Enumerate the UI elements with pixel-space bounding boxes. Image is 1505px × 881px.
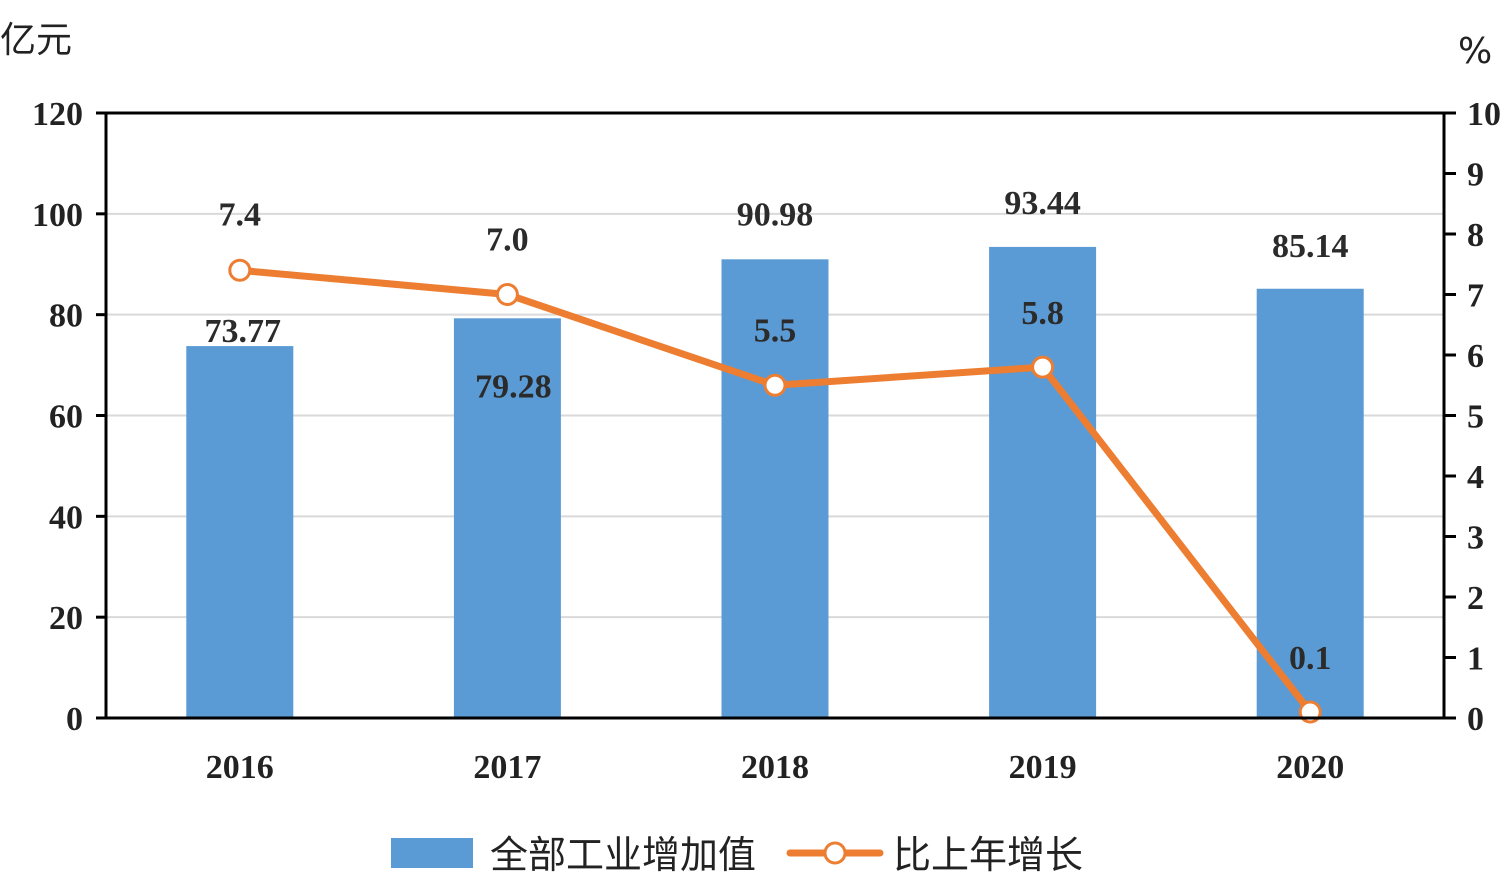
bar-2019: [989, 246, 1097, 718]
bar-value-label: 90.98: [737, 196, 814, 233]
right-tick-label: 5: [1467, 399, 1484, 436]
right-tick-label: 7: [1467, 278, 1484, 315]
growth-point-2016: [228, 258, 252, 282]
left-axis-unit: 亿元: [0, 20, 72, 61]
axes: 0 20 40 60 80 100 120 0 1 2 3 4 5 6 7 8 9 10 2016 2017 2018 2…: [32, 96, 1501, 786]
left-tick-label: 80: [49, 298, 83, 335]
right-tick-label: 10: [1467, 96, 1501, 133]
x-tick-label: 2017: [473, 749, 541, 786]
right-tick-label: 8: [1467, 217, 1484, 254]
growth-point-2018: [763, 373, 787, 397]
bar-series: [186, 246, 1364, 718]
left-tick-label: 40: [49, 499, 83, 536]
bar-value-label: 85.14: [1272, 228, 1349, 265]
bar-2018: [721, 259, 829, 718]
right-tick-label: 9: [1467, 157, 1484, 194]
bar-2017: [453, 318, 561, 718]
x-tick-label: 2020: [1276, 749, 1344, 786]
growth-value-label: 7.0: [486, 222, 529, 259]
right-axis-unit: %: [1458, 31, 1492, 72]
right-tick-label: 6: [1467, 338, 1484, 375]
legend-line-marker: [823, 841, 847, 865]
left-tick-label: 120: [32, 96, 83, 133]
left-tick-label: 0: [66, 701, 83, 738]
x-tick-label: 2018: [741, 749, 809, 786]
bar-2016: [186, 346, 294, 718]
right-tick-label: 1: [1467, 641, 1484, 678]
left-tick-label: 100: [32, 197, 83, 234]
right-tick-label: 4: [1467, 459, 1484, 496]
growth-value-label: 5.5: [754, 312, 797, 349]
bar-value-label: 73.77: [205, 313, 282, 350]
growth-value-label: 5.8: [1021, 295, 1064, 332]
data-labels: 73.77 79.28 90.98 93.44 85.14 7.4 7.0 5.5 5.8 0.1: [205, 185, 1349, 677]
right-tick-label: 0: [1467, 701, 1484, 738]
x-tick-label: 2019: [1009, 749, 1077, 786]
legend: 全部工业增加值 比上年增长: [391, 833, 1083, 877]
bar-value-label: 93.44: [1004, 185, 1081, 222]
right-tick-label: 3: [1467, 520, 1484, 557]
legend-line-label: 比上年增长: [893, 833, 1083, 877]
line-series: [228, 258, 1322, 724]
legend-bar-label: 全部工业增加值: [490, 833, 756, 877]
right-tick-label: 2: [1467, 580, 1484, 617]
left-tick-label: 20: [49, 600, 83, 637]
bar-2020: [1256, 288, 1364, 718]
left-tick-label: 60: [49, 399, 83, 436]
legend-bar-swatch: [391, 838, 473, 868]
bar-value-label: 79.28: [475, 368, 552, 405]
growth-value-label: 0.1: [1289, 640, 1332, 677]
growth-point-2017: [495, 283, 519, 306]
x-tick-label: 2016: [206, 749, 274, 786]
growth-point-2019: [1031, 355, 1055, 379]
growth-value-label: 7.4: [219, 196, 262, 233]
